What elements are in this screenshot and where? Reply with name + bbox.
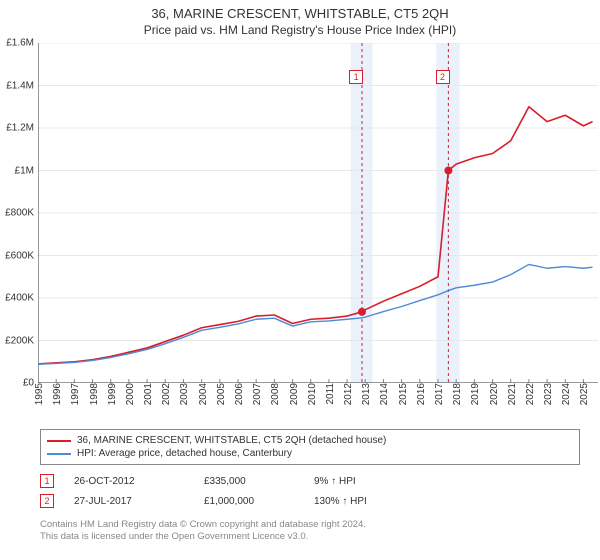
x-tick-label: 2023 <box>543 383 554 405</box>
legend-item: HPI: Average price, detached house, Cant… <box>47 447 573 460</box>
marker-delta: 130% ↑ HPI <box>314 496 367 507</box>
x-tick-label: 2007 <box>252 383 263 405</box>
y-tick-label: £400K <box>5 293 34 304</box>
x-tick-label: 2025 <box>579 383 590 405</box>
attribution: Contains HM Land Registry data © Crown c… <box>40 519 580 544</box>
x-tick-label: 2019 <box>470 383 481 405</box>
x-tick-label: 2011 <box>325 383 336 405</box>
y-tick-label: £200K <box>5 335 34 346</box>
x-tick-label: 1995 <box>34 383 45 405</box>
callout-marker: 1 <box>349 70 363 84</box>
y-tick-label: £1.2M <box>6 123 34 134</box>
marker-price: £1,000,000 <box>204 496 294 507</box>
chart-svg <box>38 43 598 383</box>
marker-date: 27-JUL-2017 <box>74 496 184 507</box>
series-property <box>38 107 593 364</box>
attribution-line: This data is licensed under the Open Gov… <box>40 531 580 543</box>
marker-row: 1 26-OCT-2012 £335,000 9% ↑ HPI <box>40 471 580 491</box>
x-tick-label: 2015 <box>398 383 409 405</box>
x-tick-label: 1998 <box>89 383 100 405</box>
callout-marker: 2 <box>436 70 450 84</box>
y-tick-label: £1.4M <box>6 80 34 91</box>
x-tick-label: 2014 <box>379 383 390 405</box>
x-tick-label: 2024 <box>561 383 572 405</box>
x-tick-label: 1996 <box>52 383 63 405</box>
x-tick-label: 2001 <box>143 383 154 405</box>
x-tick-label: 2016 <box>416 383 427 405</box>
x-tick-label: 2009 <box>289 383 300 405</box>
x-tick-label: 2010 <box>307 383 318 405</box>
x-tick-label: 2003 <box>179 383 190 405</box>
x-tick-label: 2012 <box>343 383 354 405</box>
page-title: 36, MARINE CRESCENT, WHITSTABLE, CT5 2QH <box>0 0 600 21</box>
x-tick-label: 2017 <box>434 383 445 405</box>
x-tick-label: 2000 <box>125 383 136 405</box>
attribution-line: Contains HM Land Registry data © Crown c… <box>40 519 580 531</box>
legend-swatch <box>47 453 71 455</box>
legend-swatch <box>47 440 71 442</box>
x-tick-label: 1997 <box>70 383 81 405</box>
legend-item: 36, MARINE CRESCENT, WHITSTABLE, CT5 2QH… <box>47 434 573 447</box>
marker-row: 2 27-JUL-2017 £1,000,000 130% ↑ HPI <box>40 491 580 511</box>
x-tick-label: 2013 <box>361 383 372 405</box>
x-tick-label: 2002 <box>161 383 172 405</box>
page-subtitle: Price paid vs. HM Land Registry's House … <box>0 21 600 43</box>
x-tick-label: 2004 <box>198 383 209 405</box>
y-tick-label: £1.6M <box>6 38 34 49</box>
marker-delta: 9% ↑ HPI <box>314 476 356 487</box>
x-tick-label: 1999 <box>107 383 118 405</box>
marker-badge: 2 <box>40 494 54 508</box>
x-tick-label: 2018 <box>452 383 463 405</box>
x-tick-label: 2005 <box>216 383 227 405</box>
y-tick-label: £0 <box>23 378 34 389</box>
y-tick-label: £600K <box>5 250 34 261</box>
markers-table: 1 26-OCT-2012 £335,000 9% ↑ HPI 2 27-JUL-2017… <box>40 471 580 511</box>
marker-badge: 1 <box>40 474 54 488</box>
x-tick-label: 2022 <box>525 383 536 405</box>
y-tick-label: £1M <box>15 165 34 176</box>
marker-price: £335,000 <box>204 476 294 487</box>
x-tick-label: 2021 <box>507 383 518 405</box>
legend: 36, MARINE CRESCENT, WHITSTABLE, CT5 2QH… <box>40 429 580 465</box>
y-tick-label: £800K <box>5 208 34 219</box>
x-tick-label: 2020 <box>489 383 500 405</box>
x-tick-label: 2008 <box>270 383 281 405</box>
series-hpi <box>38 264 593 364</box>
marker-date: 26-OCT-2012 <box>74 476 184 487</box>
price-chart: £0£200K£400K£600K£800K£1M£1.2M£1.4M£1.6M… <box>38 43 598 383</box>
legend-label: HPI: Average price, detached house, Cant… <box>77 448 292 459</box>
legend-label: 36, MARINE CRESCENT, WHITSTABLE, CT5 2QH… <box>77 435 386 446</box>
x-tick-label: 2006 <box>234 383 245 405</box>
